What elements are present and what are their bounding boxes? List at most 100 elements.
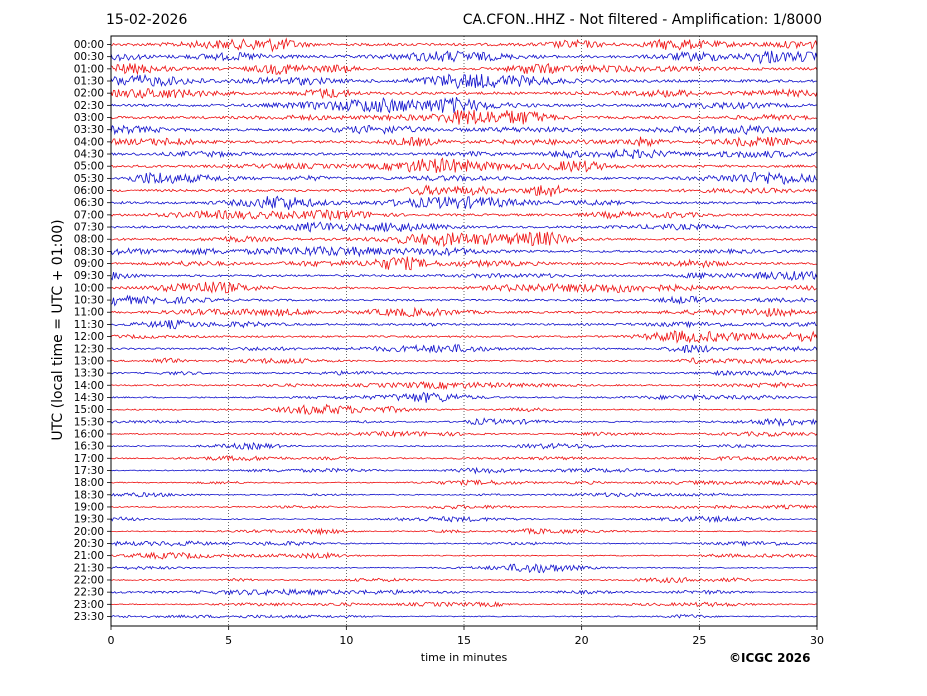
y-tick-label: 20:00 <box>74 526 104 538</box>
y-tick-label: 01:00 <box>74 63 104 75</box>
trace-1430 <box>110 391 818 403</box>
trace-0330 <box>110 124 818 136</box>
trace-0730 <box>110 221 818 233</box>
x-tick-label: 0 <box>108 634 115 647</box>
y-tick-label: 13:30 <box>74 368 104 380</box>
trace-1730 <box>110 466 818 475</box>
trace-0800 <box>110 231 818 248</box>
y-tick-labels: 00:0000:3001:0001:3002:0002:3003:0003:30… <box>74 39 111 623</box>
trace-1000 <box>110 281 818 294</box>
y-tick-label: 17:30 <box>74 465 104 477</box>
y-tick-label: 08:00 <box>74 234 104 246</box>
x-tick-label: 20 <box>575 634 589 647</box>
trace-2330 <box>110 613 818 619</box>
trace-1630 <box>110 442 818 451</box>
grid-lines <box>228 36 700 626</box>
y-tick-label: 15:30 <box>74 416 104 428</box>
trace-2200 <box>110 576 818 584</box>
x-tick-label: 15 <box>457 634 471 647</box>
y-tick-label: 20:30 <box>74 538 104 550</box>
x-tick-labels: 0 5 10 15 20 25 30 <box>108 626 824 647</box>
trace-0530 <box>110 171 818 186</box>
y-tick-label: 16:30 <box>74 441 104 453</box>
trace-0030 <box>110 50 818 65</box>
trace-0300 <box>110 109 818 125</box>
y-tick-label: 03:30 <box>74 124 104 136</box>
trace-0400 <box>110 135 818 148</box>
y-tick-label: 10:00 <box>74 282 104 294</box>
trace-1700 <box>110 454 818 462</box>
trace-1400 <box>110 380 818 391</box>
y-tick-label: 00:00 <box>74 39 104 51</box>
y-tick-label: 06:00 <box>74 185 104 197</box>
trace-0130 <box>110 73 818 90</box>
seismic-traces <box>110 37 818 619</box>
y-tick-label: 02:30 <box>74 100 104 112</box>
y-tick-label: 11:00 <box>74 307 104 319</box>
y-tick-label: 09:30 <box>74 270 104 282</box>
trace-1330 <box>110 369 818 377</box>
trace-2130 <box>110 563 818 574</box>
trace-0930 <box>110 270 818 282</box>
y-tick-label: 21:00 <box>74 550 104 562</box>
y-tick-label: 05:00 <box>74 161 104 173</box>
x-tick-label: 30 <box>810 634 824 647</box>
y-tick-label: 14:00 <box>74 380 104 392</box>
x-tick-label: 10 <box>339 634 353 647</box>
x-tick-label: 5 <box>225 634 232 647</box>
y-tick-label: 23:30 <box>74 611 104 623</box>
trace-0100 <box>110 63 818 76</box>
y-tick-label: 00:30 <box>74 51 104 63</box>
y-tick-label: 12:00 <box>74 331 104 343</box>
date-label: 15-02-2026 <box>106 12 188 28</box>
y-tick-label: 04:00 <box>74 136 104 148</box>
y-tick-label: 16:00 <box>74 428 104 440</box>
y-tick-label: 03:00 <box>74 112 104 124</box>
y-tick-label: 06:30 <box>74 197 104 209</box>
y-tick-label: 18:30 <box>74 489 104 501</box>
trace-1030 <box>110 294 818 307</box>
y-tick-label: 22:30 <box>74 587 104 599</box>
y-tick-label: 11:30 <box>74 319 104 331</box>
y-tick-label: 07:00 <box>74 209 104 221</box>
y-tick-label: 08:30 <box>74 246 104 258</box>
trace-2230 <box>110 588 818 597</box>
y-tick-label: 22:00 <box>74 574 104 586</box>
trace-1100 <box>110 306 818 318</box>
trace-1500 <box>110 403 818 415</box>
trace-0630 <box>110 195 818 210</box>
trace-0430 <box>110 148 818 160</box>
trace-0200 <box>110 87 818 100</box>
trace-1530 <box>110 417 818 428</box>
y-tick-label: 19:00 <box>74 501 104 513</box>
y-axis-label: UTC (local time = UTC + 01:00) <box>50 219 66 441</box>
y-tick-label: 05:30 <box>74 173 104 185</box>
y-tick-label: 01:30 <box>74 76 104 88</box>
trace-2030 <box>110 540 818 547</box>
trace-0900 <box>110 256 818 271</box>
trace-0230 <box>110 96 818 114</box>
trace-2000 <box>111 527 818 536</box>
trace-0600 <box>110 184 818 197</box>
y-tick-label: 18:00 <box>74 477 104 489</box>
x-tick-label: 25 <box>692 634 706 647</box>
trace-1830 <box>110 492 818 498</box>
y-tick-label: 15:00 <box>74 404 104 416</box>
trace-1800 <box>110 479 818 486</box>
trace-0000 <box>110 37 818 53</box>
y-tick-label: 12:30 <box>74 343 104 355</box>
trace-1600 <box>110 430 818 438</box>
y-tick-label: 19:30 <box>74 514 104 526</box>
trace-1230 <box>110 343 818 354</box>
trace-2300 <box>110 600 818 608</box>
chart-title: CA.CFON..HHZ - Not filtered - Amplificat… <box>462 12 822 28</box>
trace-1130 <box>110 319 818 330</box>
trace-0830 <box>110 245 818 258</box>
trace-1930 <box>110 515 818 523</box>
y-tick-label: 23:00 <box>74 599 104 611</box>
y-tick-label: 10:30 <box>74 295 104 307</box>
trace-0700 <box>110 209 818 221</box>
y-tick-label: 17:00 <box>74 453 104 465</box>
trace-1300 <box>110 357 818 365</box>
